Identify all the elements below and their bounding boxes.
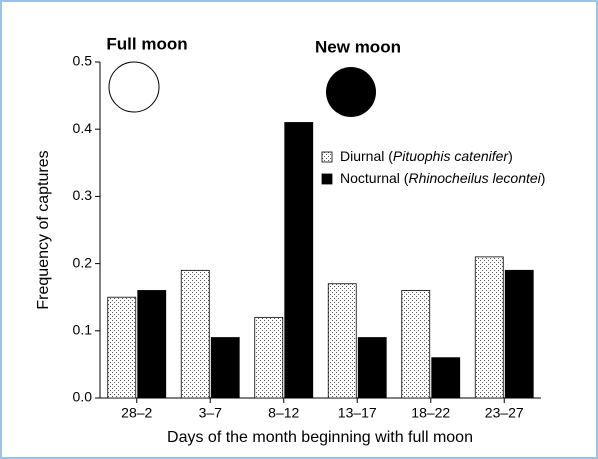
annotation: New moon xyxy=(315,37,401,56)
legend-swatch xyxy=(321,151,333,163)
bar xyxy=(284,122,314,399)
y-tick-label: 0.3 xyxy=(73,187,93,203)
x-tick-label: 28–2 xyxy=(121,405,152,421)
bar xyxy=(180,269,210,399)
bar xyxy=(327,283,357,399)
y-tick-label: 0.2 xyxy=(73,254,93,270)
y-tick-label: 0.1 xyxy=(73,322,93,338)
y-axis-label: Frequency of captures xyxy=(35,150,52,309)
x-tick-label: 3–7 xyxy=(199,405,223,421)
y-tick-label: 0.0 xyxy=(73,389,93,405)
new-moon-icon xyxy=(326,67,376,117)
legend-swatch xyxy=(321,173,333,185)
y-tick-label: 0.5 xyxy=(73,53,93,69)
bar xyxy=(431,357,461,399)
bar xyxy=(137,290,167,399)
legend-label: Nocturnal (Rhinocheilus lecontei) xyxy=(340,170,545,186)
bar xyxy=(474,256,504,399)
bar xyxy=(401,290,431,399)
x-axis-label: Days of the month beginning with full mo… xyxy=(167,429,473,446)
x-tick-label: 13–17 xyxy=(338,405,377,421)
full-moon-icon xyxy=(108,61,160,113)
x-tick-label: 8–12 xyxy=(268,405,299,421)
x-tick-label: 18–22 xyxy=(411,405,450,421)
bar xyxy=(254,316,284,399)
bar xyxy=(357,337,387,399)
legend-label: Diurnal (Pituophis catenifer) xyxy=(340,148,513,164)
x-tick-label: 23–27 xyxy=(485,405,524,421)
y-tick-label: 0.4 xyxy=(73,120,93,136)
bar xyxy=(210,337,240,399)
annotation: Full moon xyxy=(106,34,187,53)
bar xyxy=(107,296,137,399)
bar xyxy=(504,269,534,399)
